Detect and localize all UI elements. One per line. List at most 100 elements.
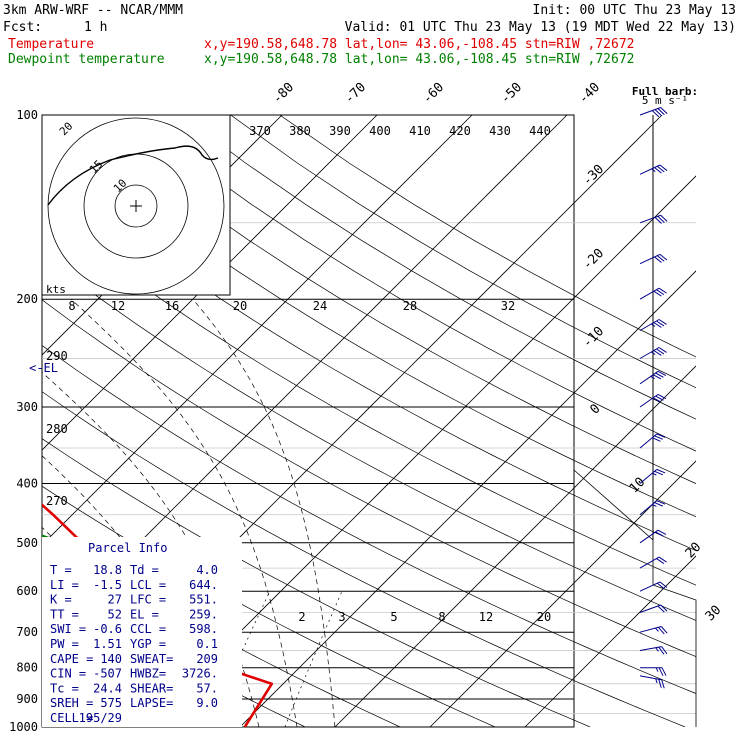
dry-adiabat [42, 344, 696, 694]
wind-barb-half [655, 678, 658, 684]
wind-barb-staff [639, 287, 660, 300]
wind-barb-flag [660, 214, 668, 222]
wind-barb-flag [656, 558, 665, 564]
parcel-info-cell: 27 [108, 593, 122, 607]
wind-barbs [639, 107, 668, 689]
wind-barb-staff [639, 604, 661, 613]
wind-barb-half [655, 647, 659, 652]
hodograph-trace [47, 145, 219, 206]
wind-barb [639, 556, 667, 569]
wind-barb-flag [658, 667, 664, 676]
legend-dewpoint: Dewpoint temperature [8, 52, 165, 67]
wind-barb-flag [652, 397, 662, 403]
mixing-ratio-label: 12 [479, 610, 493, 624]
wind-barb-staff [639, 468, 658, 484]
parcel-info-cell: 57. [196, 681, 218, 695]
pressure-tick-label: 200 [16, 292, 38, 306]
wind-barb-half [650, 351, 656, 355]
wind-barb-staff [639, 253, 661, 265]
isotherm-label: -70 [342, 80, 369, 107]
pressure-tick-label: 900 [16, 692, 38, 706]
wind-barb-flag [654, 470, 663, 476]
parcel-info-cell: 0.1 [196, 637, 218, 651]
wind-barb-flag [652, 374, 662, 380]
pressure-tick-label: 300 [16, 400, 38, 414]
wind-barb-staff [639, 214, 661, 224]
wind-barb-flag [652, 437, 661, 442]
wind-barb-staff [639, 370, 659, 385]
wind-barb-half [655, 667, 659, 672]
wind-barb-half [655, 627, 659, 632]
wind-barb [639, 287, 667, 300]
wind-barb [639, 214, 668, 224]
parcel-info-cell: LFC = [130, 593, 166, 607]
mixing-ratio-label: 20 [537, 610, 551, 624]
parcel-info-cell: CIN = [50, 667, 86, 681]
parcel-info-cell: SREH = [50, 696, 93, 710]
dry-adiabat [42, 438, 591, 727]
wind-barb [639, 675, 665, 689]
wind-barb-staff [639, 500, 658, 516]
wind-barb-flag [655, 372, 664, 378]
hodograph-inset: 20 15 10 kts [41, 114, 231, 296]
parcel-info-cell: PW = [50, 637, 79, 651]
isotherm-label: -30 [580, 162, 607, 189]
pressure-tick-label: 500 [16, 536, 38, 550]
isotherm-label: 0 [587, 401, 603, 417]
wind-barb-flag [657, 529, 667, 535]
wind-barb-flag [656, 289, 665, 296]
parcel-info-cell: K = [50, 593, 72, 607]
wind-barb-staff [639, 646, 662, 651]
theta-label: 430 [489, 124, 511, 138]
wind-barb-flag [658, 347, 667, 353]
wind-barb-flag [656, 582, 665, 590]
isotherm-line [429, 460, 696, 727]
hodograph-speed-tick: 16 [165, 299, 179, 313]
hodograph-ring-inner [114, 184, 158, 228]
wind-barb-flag [654, 109, 662, 117]
parcel-info-cell: YGP = [130, 637, 166, 651]
wind-barb-flag [658, 679, 662, 688]
dry-adiabat [279, 115, 696, 358]
parcel-info-cell: SHEAR= [130, 681, 173, 695]
wind-barb-flag [657, 605, 665, 613]
wind-barb-staff [639, 347, 660, 359]
model-title: 3km ARW-WRF -- NCAR/MMM [3, 3, 183, 18]
wind-barb-flag [654, 216, 662, 224]
wind-barb [640, 667, 667, 676]
wind-barb-flag [658, 287, 667, 294]
wind-barb-flag [656, 433, 666, 438]
wind-barb-flag [661, 667, 667, 676]
wind-barb-staff [639, 319, 660, 331]
theta-label: 380 [289, 124, 311, 138]
wind-barb-flag [653, 350, 662, 356]
parcel-info-cell: Td = [130, 563, 159, 577]
isotherm-label: -10 [580, 324, 607, 351]
wind-barb-flag [660, 626, 668, 634]
pressure-tick-label: 700 [16, 625, 38, 639]
isotherm-label: -60 [420, 80, 447, 107]
wind-barb-flag [656, 320, 665, 327]
wind-barb-half [652, 472, 657, 476]
wind-barb-flag [651, 110, 660, 118]
wind-barb-flag [659, 254, 668, 261]
wind-barb-half [652, 504, 657, 507]
wind-barb [639, 604, 668, 613]
wind-barb-staff [639, 529, 659, 544]
mixing-ratio-label: 5 [390, 610, 397, 624]
isotherm-line [524, 555, 696, 727]
wind-barb-flag [653, 322, 662, 328]
dry-adiabat [132, 115, 696, 452]
wind-barb-flag [659, 164, 668, 171]
hodograph-axis-label: kts [46, 283, 66, 296]
wind-barb-flag [659, 581, 668, 588]
wind-barb-flag [658, 556, 667, 563]
wind-barb-staff [639, 626, 662, 633]
theta-label: 440 [529, 124, 551, 138]
parcel-info-cell: HWBZ= [130, 667, 166, 681]
theta-side-label: 290 [46, 349, 68, 363]
theta-label: 420 [449, 124, 471, 138]
wind-barb-staff [639, 393, 659, 408]
dry-adiabat [42, 299, 696, 658]
